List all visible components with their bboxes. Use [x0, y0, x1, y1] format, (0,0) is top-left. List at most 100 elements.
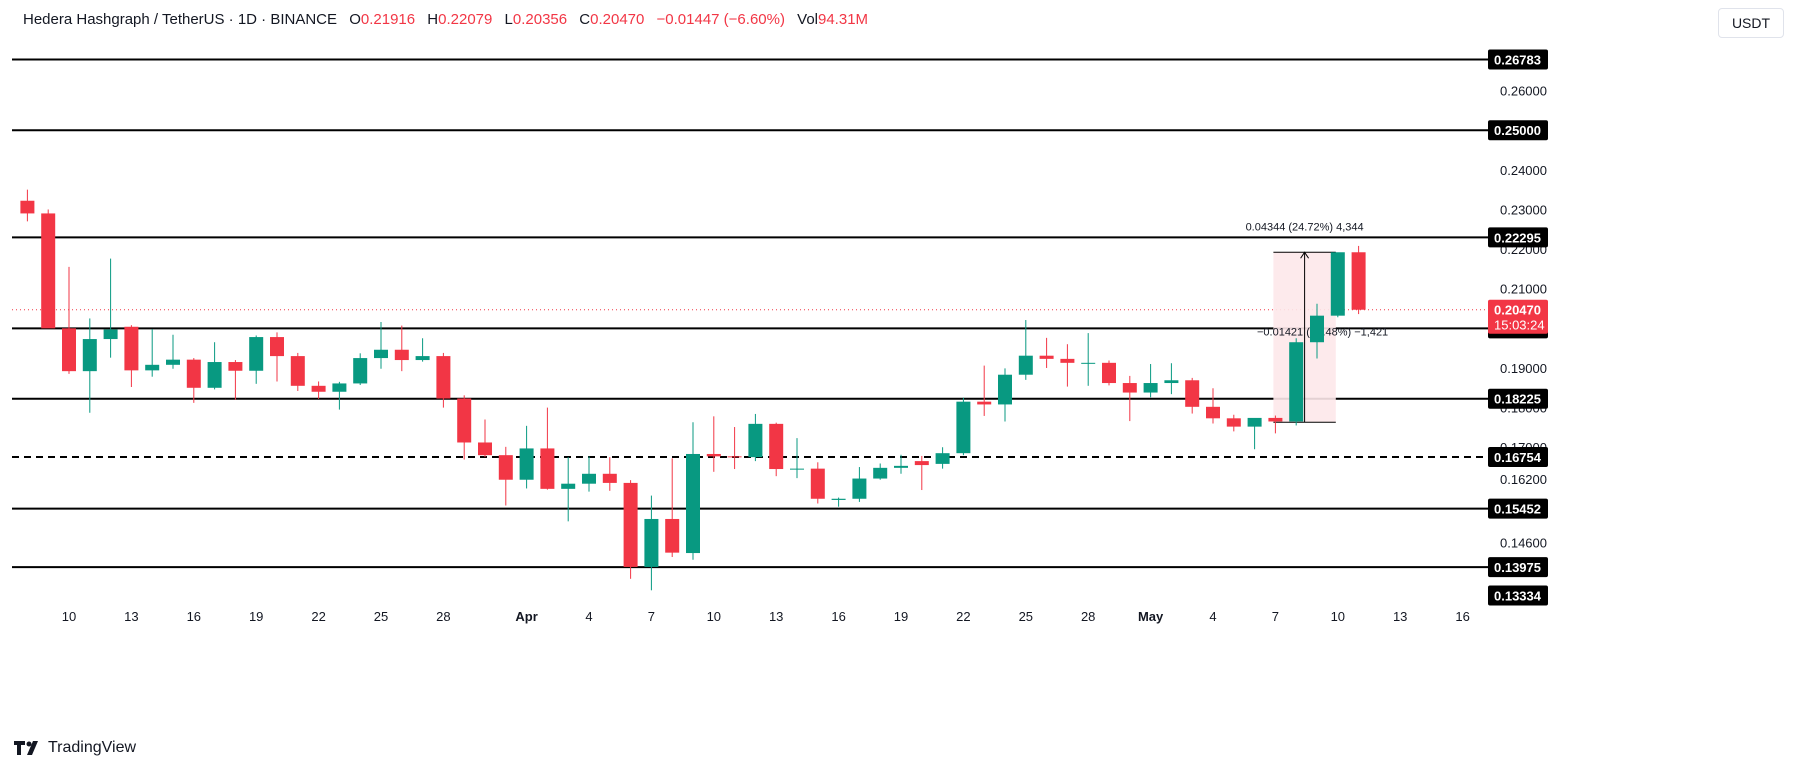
candle	[498, 446, 513, 506]
candle	[207, 342, 222, 390]
time-tick-label: 19	[249, 609, 263, 624]
low-value: 0.20356	[512, 11, 568, 28]
candle	[1102, 360, 1116, 386]
candle-body	[394, 349, 409, 361]
candle	[769, 422, 784, 477]
time-tick-label: 19	[894, 609, 908, 624]
candle-body	[1039, 355, 1054, 359]
level-price-tag: 0.16754	[1488, 446, 1548, 467]
measure-arrow-icon	[1300, 251, 1310, 259]
candle-body	[1310, 315, 1324, 343]
candle-body	[1018, 355, 1033, 375]
candle	[1351, 245, 1366, 315]
time-tick-label: May	[1138, 609, 1164, 624]
candle	[1081, 333, 1096, 386]
candle	[748, 413, 763, 462]
candle-body	[1289, 342, 1304, 422]
candle-body	[20, 200, 35, 214]
candle-body	[145, 364, 160, 371]
level-price-tag-text: 0.18225	[1494, 392, 1541, 407]
candle	[956, 397, 971, 456]
candle-body	[519, 448, 534, 480]
last-price-tag-bg	[1488, 299, 1548, 334]
high-value: 0.22079	[438, 11, 493, 28]
candle	[290, 352, 305, 391]
level-price-tag-text: 0.13975	[1494, 560, 1541, 575]
time-tick-label: 10	[707, 609, 721, 624]
candle	[270, 332, 284, 382]
candle-body	[436, 356, 451, 399]
tradingview-brand[interactable]: TradingView	[14, 739, 136, 757]
candle-body	[998, 374, 1012, 405]
candle	[582, 456, 596, 492]
time-axis: 10 13 16 19 22 25 28 Apr 4 7 10 13 16 19 22 25 28 May 4 7 10…	[62, 609, 1470, 624]
candle	[519, 425, 534, 489]
level-price-tag-bg	[1488, 120, 1548, 141]
candle-body	[1164, 380, 1179, 384]
candle-body	[977, 401, 992, 405]
candle	[1206, 388, 1220, 424]
candle	[602, 457, 617, 491]
candle-body	[623, 482, 638, 567]
candle	[1310, 303, 1324, 359]
candle-body	[561, 483, 576, 489]
candle	[1226, 414, 1241, 432]
open-value: 0.21916	[360, 11, 416, 28]
candle	[727, 427, 742, 470]
candle-body	[186, 359, 201, 388]
candle-body	[852, 478, 867, 499]
candle-body	[1247, 417, 1262, 427]
candle	[665, 458, 680, 558]
level-price-tag: 0.13975	[1488, 557, 1548, 578]
price-tick-label: 0.16200	[1500, 472, 1547, 487]
candle	[457, 395, 472, 460]
candle	[706, 416, 721, 472]
candle-body	[1185, 380, 1200, 407]
candle	[62, 266, 76, 374]
candle	[166, 334, 180, 369]
time-tick-label: 16	[1455, 609, 1469, 624]
candle	[82, 318, 97, 413]
candle	[894, 454, 908, 474]
level-price-tag: 0.15452	[1488, 498, 1548, 519]
candle	[186, 358, 201, 403]
candle-body	[644, 518, 659, 567]
level-price-tag-bg	[1488, 227, 1548, 248]
price-tick-label: 0.24000	[1500, 163, 1547, 178]
high-label: H	[427, 11, 439, 28]
candle	[1289, 338, 1304, 426]
candle-body	[894, 465, 908, 468]
time-tick-label: 4	[585, 609, 592, 624]
level-price-tag-bg	[1488, 49, 1548, 70]
time-tick-label: 7	[648, 609, 655, 624]
symbol-title[interactable]: Hedera Hashgraph / TetherUS · 1D · BINAN…	[23, 11, 338, 28]
candle-body	[103, 329, 118, 340]
time-tick-label: 25	[374, 609, 388, 624]
level-price-tag-text: 0.26783	[1494, 53, 1541, 68]
candle	[1018, 320, 1033, 380]
candle-body	[686, 453, 700, 554]
price-tick-label: 0.23000	[1500, 202, 1547, 217]
candle-body	[748, 423, 763, 458]
price-axis: 0.260000.240000.230000.220000.210000.190…	[1488, 49, 1548, 606]
candle-body	[1268, 417, 1283, 422]
candle	[998, 368, 1012, 422]
candle	[977, 365, 992, 416]
low-label: L	[504, 11, 513, 28]
currency-button[interactable]: USDT	[1718, 8, 1784, 38]
time-tick-label: 22	[311, 609, 325, 624]
price-tick-label: 0.21000	[1500, 282, 1547, 297]
candle	[103, 258, 118, 358]
horizontal-levels	[12, 58, 1494, 569]
candle-body	[166, 359, 180, 365]
time-tick-label: 25	[1019, 609, 1033, 624]
candle-body	[831, 498, 846, 500]
candle	[311, 381, 326, 399]
last-price-value: 0.20470	[1494, 303, 1541, 318]
time-tick-label: 13	[1393, 609, 1407, 624]
candle-body	[415, 356, 430, 361]
candle-body	[956, 401, 971, 454]
level-price-tag-text: 0.22295	[1494, 230, 1541, 245]
